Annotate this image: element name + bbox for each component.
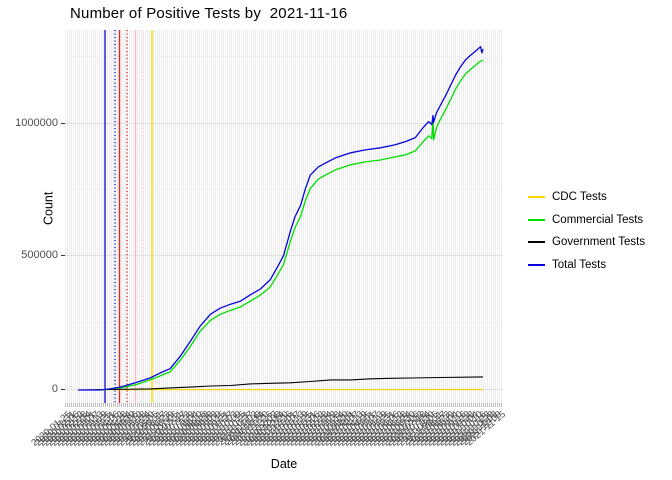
y-tick-mark xyxy=(61,123,65,124)
x-axis-tick-comb xyxy=(65,403,503,407)
legend-item-total-tests: Total Tests xyxy=(528,254,645,277)
legend-label: CDC Tests xyxy=(552,191,607,204)
y-tick-mark xyxy=(61,255,65,256)
series-line-government-tests xyxy=(77,376,484,391)
chart-canvas xyxy=(77,30,484,403)
gridline-minor xyxy=(65,56,503,57)
legend-label: Commercial Tests xyxy=(552,213,644,226)
legend: CDC Tests Commercial Tests Government Test… xyxy=(528,186,645,276)
gridline-1000000 xyxy=(65,123,503,124)
y-tick-label-500000: 500000 xyxy=(21,249,58,261)
y-tick-label-0: 0 xyxy=(51,383,58,395)
x-axis-title: Date xyxy=(270,457,298,471)
legend-line-swatch xyxy=(528,263,545,266)
y-tick-label-1000000: 1000000 xyxy=(15,117,58,129)
legend-line-swatch xyxy=(528,241,545,244)
legend-label: Government Tests xyxy=(552,236,646,249)
y-axis-title: Count xyxy=(41,191,56,225)
legend-item-cdc-tests: CDC Tests xyxy=(528,186,645,209)
plot-title: Number of Positive Tests by 2021-11-16 xyxy=(70,5,348,22)
legend-line-swatch xyxy=(528,218,545,221)
series-line-total-tests xyxy=(78,46,484,391)
y-tick-mark xyxy=(61,389,65,390)
series-line-commercial-tests xyxy=(99,59,484,391)
legend-label: Total Tests xyxy=(552,258,607,271)
plot-panel xyxy=(65,30,503,403)
legend-item-government-tests: Government Tests xyxy=(528,231,645,254)
legend-line-swatch xyxy=(528,196,545,199)
gridline-minor xyxy=(65,322,503,323)
gridline-minor xyxy=(65,189,503,190)
legend-item-commercial-tests: Commercial Tests xyxy=(528,209,645,232)
